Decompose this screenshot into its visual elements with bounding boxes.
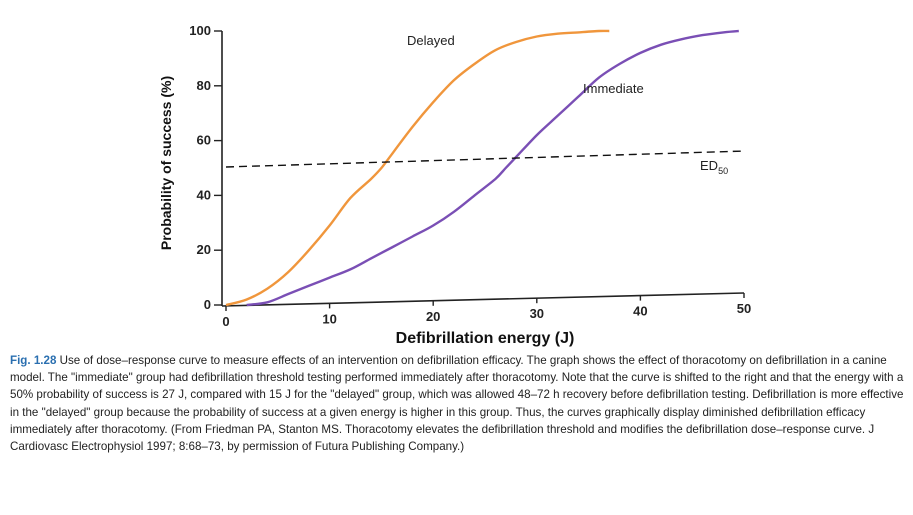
- x-tick-label: 0: [222, 314, 229, 329]
- caption-text: Use of dose–response curve to measure ef…: [10, 354, 904, 454]
- ed50-label: ED50: [700, 158, 728, 176]
- y-tick-label: 40: [197, 187, 211, 202]
- x-tick-label: 30: [530, 306, 544, 321]
- x-tick-label: 20: [426, 309, 440, 324]
- y-tick-label: 20: [197, 242, 211, 257]
- series-label-delayed: Delayed: [407, 33, 455, 48]
- axes: [214, 30, 745, 311]
- x-tick-label: 50: [737, 301, 751, 316]
- y-tick-label: 0: [204, 297, 211, 312]
- y-tick-label: 100: [189, 23, 211, 38]
- x-tick-label: 40: [633, 304, 647, 319]
- y-tick-label: 80: [197, 78, 211, 93]
- y-tick-label: 60: [197, 133, 211, 148]
- series-label-immediate: Immediate: [583, 81, 644, 96]
- series-group: [225, 29, 745, 307]
- figure-caption: Fig. 1.28 Use of dose–response curve to …: [10, 352, 908, 455]
- y-axis-title: Probability of success (%): [158, 76, 174, 250]
- x-tick-label: 10: [322, 311, 336, 326]
- x-axis-line: [221, 292, 745, 307]
- series-line-immediate: [246, 29, 739, 307]
- ed50-reference-line: [225, 150, 745, 168]
- figure-label: Fig. 1.28: [10, 354, 57, 367]
- x-axis-title: Defibrillation energy (J): [396, 330, 575, 347]
- dose-response-chart: 0 20 40 60 80 100 0 10 20 30 40 50 Defibrillation en…: [158, 23, 751, 347]
- series-line-delayed: [225, 29, 610, 307]
